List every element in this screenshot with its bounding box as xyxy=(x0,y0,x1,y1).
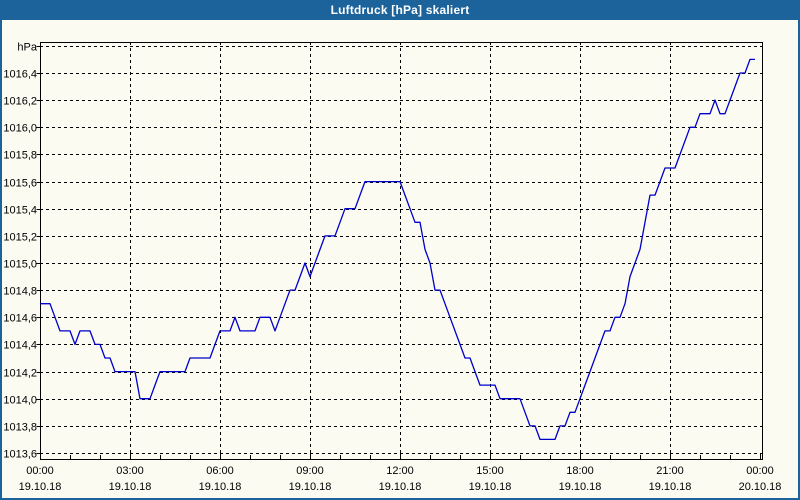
x-tick-time-label: 06:00 xyxy=(206,465,234,477)
x-tick-time-label: 00:00 xyxy=(26,465,54,477)
y-tick-label: 1015,4 xyxy=(3,205,37,217)
pressure-line xyxy=(40,58,755,441)
x-tick-date-label: 19.10.18 xyxy=(379,481,422,493)
y-tick-label: 1015,8 xyxy=(3,150,37,162)
y-tick-label: 1015,0 xyxy=(3,259,37,271)
y-tick-label: 1014,8 xyxy=(3,286,37,298)
y-tick-label: 1016,2 xyxy=(3,96,37,108)
y-tick-label: 1014,2 xyxy=(3,368,37,380)
window-title: Luftdruck [hPa] skaliert xyxy=(330,3,470,17)
plot-frame xyxy=(40,42,763,460)
y-tick-label: 1014,4 xyxy=(3,340,37,352)
y-tick-label: 1015,2 xyxy=(3,232,37,244)
window-titlebar[interactable]: Luftdruck [hPa] skaliert xyxy=(0,0,800,20)
x-tick-time-label: 21:00 xyxy=(656,465,684,477)
x-tick-time-label: 15:00 xyxy=(476,465,504,477)
x-tick-date-label: 19.10.18 xyxy=(559,481,602,493)
x-tick-time-label: 09:00 xyxy=(296,465,324,477)
x-tick-date-label: 19.10.18 xyxy=(19,481,62,493)
axes xyxy=(36,42,763,460)
x-tick-date-label: 19.10.18 xyxy=(109,481,152,493)
y-tick-label: 1016,0 xyxy=(3,123,37,135)
y-tick-label: 1015,6 xyxy=(3,178,37,190)
x-tick-time-label: 18:00 xyxy=(566,465,594,477)
y-axis-unit-label: hPa xyxy=(17,42,37,54)
x-tick-time-label: 03:00 xyxy=(116,465,144,477)
x-tick-date-label: 19.10.18 xyxy=(469,481,512,493)
y-tick-label: 1013,6 xyxy=(3,449,37,461)
y-tick-label: 1016,4 xyxy=(3,69,37,81)
x-tick-date-label: 20.10.18 xyxy=(739,481,782,493)
gridlines xyxy=(40,42,762,459)
x-tick-date-label: 19.10.18 xyxy=(649,481,692,493)
x-tick-time-label: 00:00 xyxy=(746,465,774,477)
x-tick-date-label: 19.10.18 xyxy=(289,481,332,493)
axis-labels: hPa 1016,4 1016,2 1016,0 1015,8 1015,6 1015,4 1… xyxy=(3,42,781,494)
y-tick-label: 1014,6 xyxy=(3,313,37,325)
y-tick-label: 1013,8 xyxy=(3,422,37,434)
y-tick-label: 1014,0 xyxy=(3,395,37,407)
x-tick-date-label: 19.10.18 xyxy=(199,481,242,493)
x-tick-time-label: 12:00 xyxy=(386,465,414,477)
